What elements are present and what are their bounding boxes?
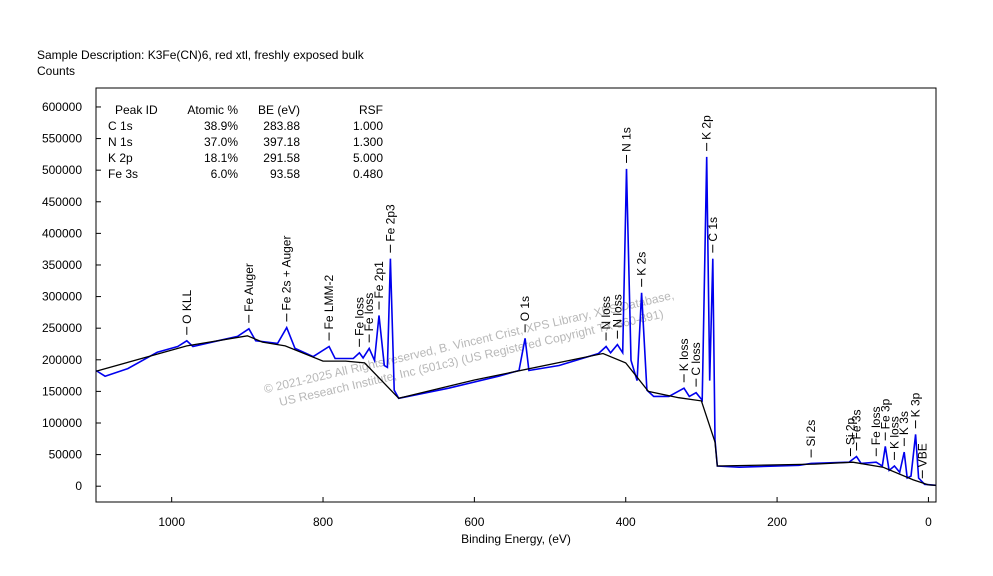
table-cell: 5.000: [353, 151, 383, 165]
y-tick-label: 200000: [42, 353, 82, 367]
peak-label: Fe Auger: [242, 263, 256, 312]
spectrum-line: [95, 335, 937, 486]
table-cell: 0.480: [353, 167, 383, 181]
chart-title: Sample Description: K3Fe(CN)6, red xtl, …: [37, 48, 365, 62]
table-cell: N 1s: [108, 135, 133, 149]
peak-label: C 1s: [706, 217, 720, 242]
peak-label: C loss: [689, 342, 703, 375]
peak-label: K loss: [677, 339, 691, 372]
peak-label: Si 2p: [843, 418, 857, 446]
peak-label: K 2p: [700, 115, 714, 140]
y-tick-label: 250000: [42, 321, 82, 335]
peak-label: N 1s: [619, 127, 633, 152]
y-tick-label: 550000: [42, 132, 82, 146]
peak-label: O KLL: [180, 289, 194, 323]
table-header: RSF: [359, 103, 383, 117]
x-tick-label: 0: [925, 515, 932, 529]
table-cell: 37.0%: [204, 135, 238, 149]
table-cell: Fe 3s: [108, 167, 138, 181]
plot-frame: [95, 87, 937, 503]
peak-label: N loss: [599, 296, 613, 329]
y-tick-label: 0: [75, 479, 82, 493]
table-cell: 283.88: [263, 119, 300, 133]
peak-label: Fe 3s: [850, 409, 864, 439]
y-tick-label: 400000: [42, 226, 82, 240]
y-tick-label: 450000: [42, 195, 82, 209]
y-tick-label: 600000: [42, 100, 82, 114]
x-tick-label: 600: [464, 515, 484, 529]
peak-label: Fe LMM-2: [322, 275, 336, 330]
x-tick-label: 200: [767, 515, 787, 529]
table-cell: 1.000: [353, 119, 383, 133]
table-cell: 1.300: [353, 135, 383, 149]
table-cell: 93.58: [270, 167, 300, 181]
x-tick-label: 400: [616, 515, 636, 529]
peak-label: K 2s: [635, 252, 649, 276]
x-tick-label: 800: [313, 515, 333, 529]
peak-label: Fe loss: [869, 406, 883, 445]
table-cell: C 1s: [108, 119, 133, 133]
table-cell: 291.58: [263, 151, 300, 165]
table-cell: 38.9%: [204, 119, 238, 133]
peak-label: K 3s: [897, 411, 911, 435]
table-header: Atomic %: [187, 103, 238, 117]
peak-label: Fe 2s + Auger: [280, 236, 294, 311]
y-tick-label: 300000: [42, 290, 82, 304]
spectrum-line: [95, 156, 937, 487]
table-cell: 6.0%: [211, 167, 239, 181]
peak-label: Fe 2p1: [372, 261, 386, 299]
peak-label: K loss: [887, 416, 901, 449]
table-cell: 18.1%: [204, 151, 238, 165]
table-header: Peak ID: [115, 103, 158, 117]
peak-label: Si 2s: [804, 420, 818, 447]
table-cell: K 2p: [108, 151, 133, 165]
peak-label: Fe 3p: [878, 398, 892, 429]
y-tick-label: 150000: [42, 384, 82, 398]
peak-label: Fe loss: [362, 293, 376, 332]
x-axis-label: Binding Energy, (eV): [461, 532, 571, 546]
peak-label: O 1s: [518, 296, 532, 321]
y-axis-label: Counts: [37, 64, 75, 78]
peak-label: N loss: [610, 294, 624, 327]
x-tick-label: 1000: [158, 515, 185, 529]
peak-label: VBE: [915, 443, 929, 467]
peak-label: K 3p: [909, 392, 923, 417]
y-tick-label: 350000: [42, 258, 82, 272]
peak-label: Fe 2p3: [383, 204, 397, 242]
y-tick-label: 50000: [49, 448, 83, 462]
y-tick-label: 100000: [42, 416, 82, 430]
table-header: BE (eV): [258, 103, 300, 117]
peak-label: Fe loss: [352, 297, 366, 336]
y-tick-label: 500000: [42, 163, 82, 177]
table-cell: 397.18: [263, 135, 300, 149]
